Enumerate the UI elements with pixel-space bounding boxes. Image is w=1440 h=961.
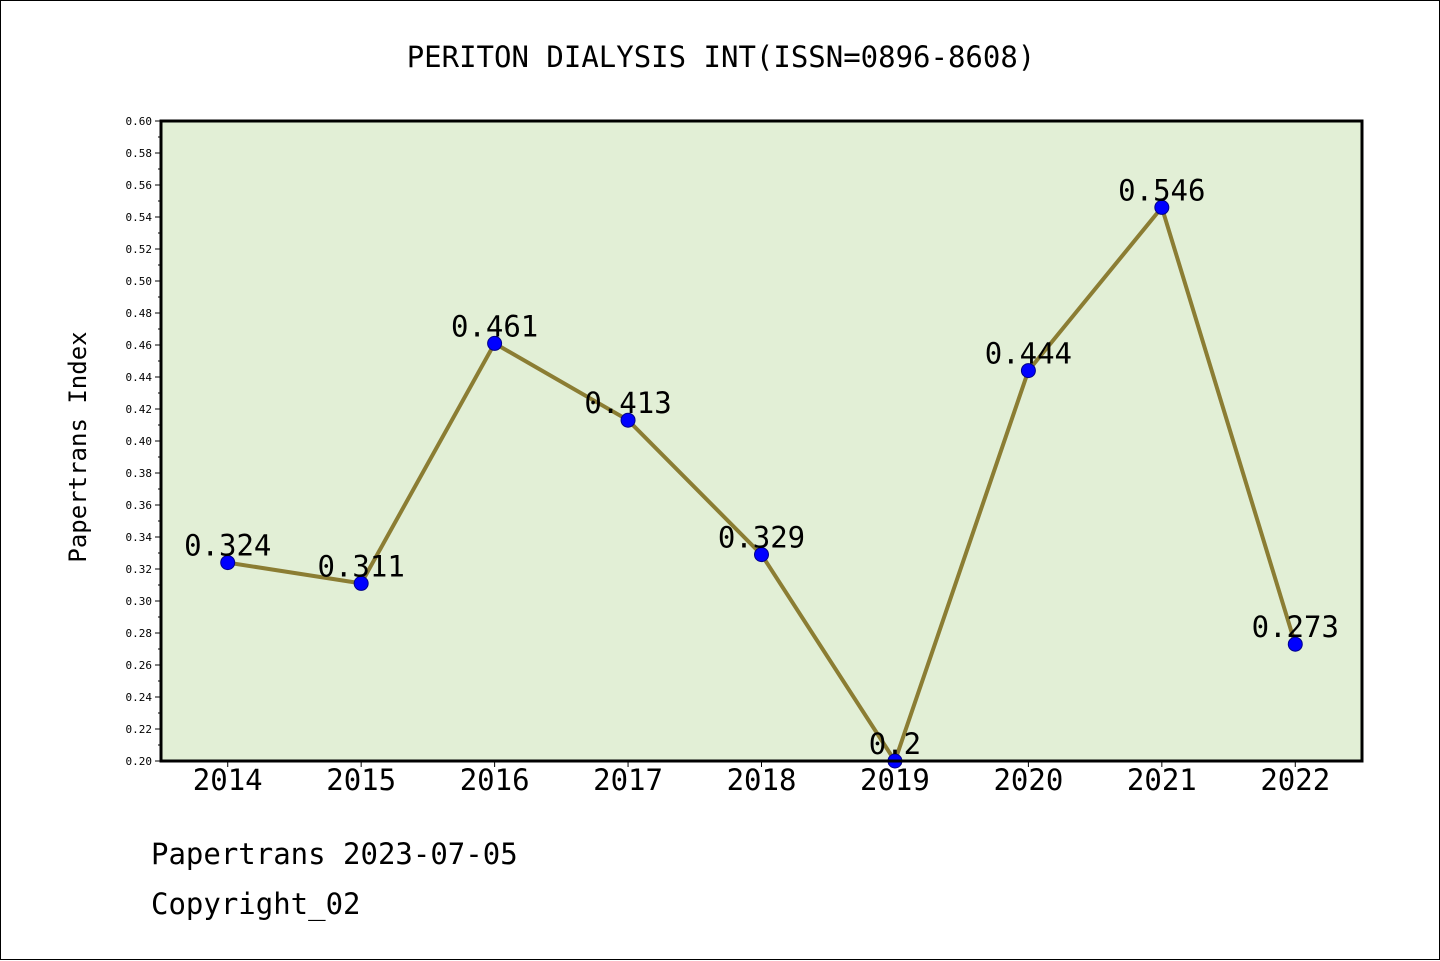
plot-border	[159, 119, 1364, 763]
y-tick-label: 0.42	[126, 403, 153, 416]
chart-title: PERITON DIALYSIS INT(ISSN=0896-8608)	[407, 40, 1036, 74]
y-tick-label: 0.50	[126, 275, 153, 288]
data-label: 0.324	[184, 529, 271, 563]
y-tick-label: 0.20	[126, 755, 153, 768]
x-tick-label: 2018	[727, 763, 797, 797]
data-point	[353, 575, 369, 591]
data-label: 0.2	[869, 727, 921, 761]
y-tick-label: 0.26	[126, 659, 153, 672]
y-tick-label: 0.34	[126, 531, 153, 544]
y-tick-label: 0.36	[126, 499, 153, 512]
x-axis-ticks: 2014 2015 2016 2017 2018 2019 2020 2021 2022	[193, 761, 1330, 797]
x-tick-label: 2019	[860, 763, 930, 797]
y-tick-label: 0.54	[126, 211, 153, 224]
x-tick-label: 2017	[593, 763, 663, 797]
data-point	[487, 335, 503, 351]
y-tick-label: 0.60	[126, 115, 153, 128]
data-label: 0.461	[451, 309, 538, 343]
data-label: 0.273	[1252, 610, 1339, 644]
data-label: 0.413	[584, 386, 671, 420]
x-tick-label: 2016	[460, 763, 530, 797]
y-tick-label: 0.52	[126, 243, 153, 256]
x-tick-label: 2015	[326, 763, 396, 797]
data-label: 0.444	[985, 337, 1072, 371]
x-tick-label: 2021	[1127, 763, 1197, 797]
y-tick-label: 0.56	[126, 179, 153, 192]
data-label: 0.329	[718, 521, 805, 555]
data-point	[620, 412, 636, 428]
plot-area	[161, 121, 1362, 761]
x-tick-label: 2022	[1260, 763, 1330, 797]
y-tick-label: 0.24	[126, 691, 153, 704]
y-tick-label: 0.30	[126, 595, 153, 608]
data-point	[1020, 363, 1036, 379]
data-points	[220, 199, 1303, 769]
y-tick-label: 0.46	[126, 339, 153, 352]
data-labels: 0.324 0.311 0.461 0.413 0.329 0.2 0.444 0.546 0.…	[184, 173, 1339, 761]
y-axis-ticks: 0.20 0.22 0.24 0.26 0.28 0.30 0.32 0.34 0.36 0.38…	[126, 115, 161, 768]
y-tick-label: 0.22	[126, 723, 153, 736]
data-point	[754, 547, 769, 563]
y-tick-label: 0.58	[126, 147, 153, 160]
x-tick-label: 2014	[193, 763, 263, 797]
y-tick-label: 0.38	[126, 467, 153, 480]
data-label: 0.311	[318, 549, 405, 583]
copyright-text: Copyright_02	[151, 887, 361, 921]
source-date-text: Papertrans 2023-07-05	[151, 837, 518, 871]
y-axis-label: Papertrans Index	[64, 331, 92, 562]
data-point	[1154, 199, 1170, 215]
x-tick-label: 2020	[993, 763, 1063, 797]
data-label: 0.546	[1118, 173, 1205, 207]
y-tick-label: 0.32	[126, 563, 153, 576]
y-tick-label: 0.40	[126, 435, 153, 448]
y-tick-label: 0.44	[126, 371, 153, 384]
data-point	[220, 555, 236, 571]
y-tick-label: 0.28	[126, 627, 153, 640]
y-tick-label: 0.48	[126, 307, 153, 320]
data-point	[1287, 636, 1303, 652]
